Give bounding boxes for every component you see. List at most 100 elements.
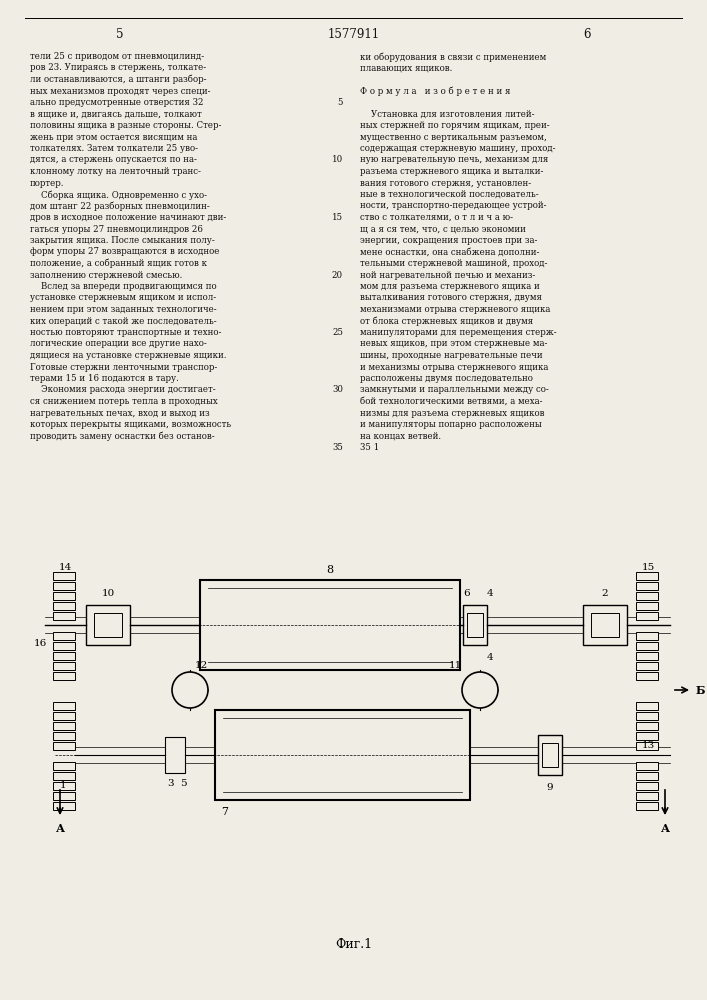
Bar xyxy=(53,652,75,660)
Text: ки оборудования в связи с применением: ки оборудования в связи с применением xyxy=(360,52,547,62)
Text: мене оснастки, она снабжена дополни-: мене оснастки, она снабжена дополни- xyxy=(360,247,539,256)
Text: содержащая стержневую машину, проход-: содержащая стержневую машину, проход- xyxy=(360,144,556,153)
Bar xyxy=(53,662,75,670)
Text: на концах ветвей.: на концах ветвей. xyxy=(360,432,441,440)
Bar xyxy=(636,802,658,810)
Bar xyxy=(53,722,75,730)
Bar xyxy=(53,572,75,580)
Bar xyxy=(636,582,658,590)
Text: А: А xyxy=(660,822,670,834)
Text: и механизмы отрыва стержневого ящика: и механизмы отрыва стержневого ящика xyxy=(360,362,549,371)
Bar xyxy=(636,602,658,610)
Text: ные в технологической последователь-: ные в технологической последователь- xyxy=(360,190,539,199)
Text: 1577911: 1577911 xyxy=(327,28,380,41)
Text: выталкивания готового стержня, двумя: выталкивания готового стержня, двумя xyxy=(360,294,542,302)
Text: Вслед за впереди продвигающимся по: Вслед за впереди продвигающимся по xyxy=(30,282,216,291)
Text: 6: 6 xyxy=(464,588,470,597)
Text: дров в исходное положение начинают дви-: дров в исходное положение начинают дви- xyxy=(30,213,226,222)
Text: низмы для разъема стержневых ящиков: низмы для разъема стержневых ящиков xyxy=(360,408,544,418)
Text: ной нагревательной печью и механиз-: ной нагревательной печью и механиз- xyxy=(360,270,535,279)
Text: 4: 4 xyxy=(486,652,493,662)
Text: замкнутыми и параллельными между со-: замкнутыми и параллельными между со- xyxy=(360,385,549,394)
Bar xyxy=(542,743,558,767)
Text: невых ящиков, при этом стержневые ма-: невых ящиков, при этом стержневые ма- xyxy=(360,340,547,349)
Text: 16: 16 xyxy=(34,639,47,648)
Text: тели 25 с приводом от пневмоцилинд-: тели 25 с приводом от пневмоцилинд- xyxy=(30,52,204,61)
Text: 5: 5 xyxy=(117,28,124,41)
Text: нением при этом заданных технологиче-: нением при этом заданных технологиче- xyxy=(30,305,216,314)
Bar xyxy=(636,732,658,740)
Bar xyxy=(200,580,460,670)
Text: логические операции все другие нахо-: логические операции все другие нахо- xyxy=(30,340,206,349)
Bar xyxy=(636,712,658,720)
Text: терами 15 и 16 подаются в тару.: терами 15 и 16 подаются в тару. xyxy=(30,374,187,383)
Text: шины, проходные нагревательные печи: шины, проходные нагревательные печи xyxy=(360,351,543,360)
Text: 3: 3 xyxy=(168,778,175,788)
Text: ство с толкателями, о т л и ч а ю-: ство с толкателями, о т л и ч а ю- xyxy=(360,213,513,222)
Text: которых перекрыты ящиками, возможность: которых перекрыты ящиками, возможность xyxy=(30,420,231,429)
Text: вания готового стержня, установлен-: вания готового стержня, установлен- xyxy=(360,178,531,188)
Bar xyxy=(636,792,658,800)
Bar xyxy=(53,592,75,600)
Text: плавающих ящиков.: плавающих ящиков. xyxy=(360,64,452,73)
Text: тельными стержневой машиной, проход-: тельными стержневой машиной, проход- xyxy=(360,259,547,268)
Bar xyxy=(463,605,487,645)
Text: ли останавливаются, а штанги разбор-: ли останавливаются, а штанги разбор- xyxy=(30,75,206,85)
Text: мом для разъема стержневого ящика и: мом для разъема стержневого ящика и xyxy=(360,282,539,291)
Bar xyxy=(636,722,658,730)
Text: механизмами отрыва стержневого ящика: механизмами отрыва стержневого ящика xyxy=(360,305,550,314)
Text: проводить замену оснастки без останов-: проводить замену оснастки без останов- xyxy=(30,432,215,441)
Text: жень при этом остается висящим на: жень при этом остается висящим на xyxy=(30,132,197,141)
Bar xyxy=(53,762,75,770)
Text: гаться упоры 27 пневмоцилиндров 26: гаться упоры 27 пневмоцилиндров 26 xyxy=(30,225,203,233)
Bar xyxy=(53,612,75,620)
Text: энергии, сокращения простоев при за-: энергии, сокращения простоев при за- xyxy=(360,236,537,245)
Bar xyxy=(636,662,658,670)
Text: в ящике и, двигаясь дальше, толкают: в ящике и, двигаясь дальше, толкают xyxy=(30,109,201,118)
Bar xyxy=(636,642,658,650)
Text: ности, транспортно-передающее устрой-: ности, транспортно-передающее устрой- xyxy=(360,202,547,211)
Bar xyxy=(636,612,658,620)
Bar xyxy=(53,642,75,650)
Text: Готовые стержни ленточными транспор-: Готовые стержни ленточными транспор- xyxy=(30,362,217,371)
Bar xyxy=(86,605,130,645)
Text: Сборка ящика. Одновременно с ухо-: Сборка ящика. Одновременно с ухо- xyxy=(30,190,207,200)
Bar xyxy=(636,782,658,790)
Bar xyxy=(53,782,75,790)
Text: 15: 15 xyxy=(641,562,655,572)
Text: 12: 12 xyxy=(195,660,209,670)
Text: половины ящика в разные стороны. Стер-: половины ящика в разные стороны. Стер- xyxy=(30,121,221,130)
Text: 13: 13 xyxy=(641,740,655,750)
Bar xyxy=(53,732,75,740)
Text: ких операций с такой же последователь-: ких операций с такой же последователь- xyxy=(30,316,216,326)
Text: заполнению стержневой смесью.: заполнению стержневой смесью. xyxy=(30,270,182,279)
Text: 8: 8 xyxy=(327,565,334,575)
Text: ров 23. Упираясь в стержень, толкате-: ров 23. Упираясь в стержень, толкате- xyxy=(30,64,206,73)
Text: 30: 30 xyxy=(332,385,343,394)
Text: Б: Б xyxy=(695,684,705,696)
Text: 11: 11 xyxy=(448,660,462,670)
Text: ных стержней по горячим ящикам, преи-: ных стержней по горячим ящикам, преи- xyxy=(360,121,549,130)
Bar xyxy=(636,632,658,640)
Bar xyxy=(165,737,185,773)
Text: нагревательных печах, вход и выход из: нагревательных печах, вход и выход из xyxy=(30,408,209,418)
Text: А: А xyxy=(56,822,64,834)
Text: 10: 10 xyxy=(101,588,115,597)
Bar xyxy=(53,582,75,590)
Text: 20: 20 xyxy=(332,270,343,279)
Bar xyxy=(53,632,75,640)
Circle shape xyxy=(172,672,208,708)
Text: 5: 5 xyxy=(337,98,343,107)
Text: разъема стержневого ящика и выталки-: разъема стержневого ящика и выталки- xyxy=(360,167,544,176)
Bar xyxy=(53,712,75,720)
Bar xyxy=(215,710,470,800)
Bar xyxy=(538,735,562,775)
Text: ально предусмотренные отверстия 32: ально предусмотренные отверстия 32 xyxy=(30,98,204,107)
Bar xyxy=(636,652,658,660)
Text: щ а я ся тем, что, с целью экономии: щ а я ся тем, что, с целью экономии xyxy=(360,225,526,233)
Bar xyxy=(636,702,658,710)
Text: манипуляторами для перемещения стерж-: манипуляторами для перемещения стерж- xyxy=(360,328,556,337)
Text: 6: 6 xyxy=(583,28,590,41)
Text: форм упоры 27 возвращаются в исходное: форм упоры 27 возвращаются в исходное xyxy=(30,247,219,256)
Text: 9: 9 xyxy=(547,782,554,792)
